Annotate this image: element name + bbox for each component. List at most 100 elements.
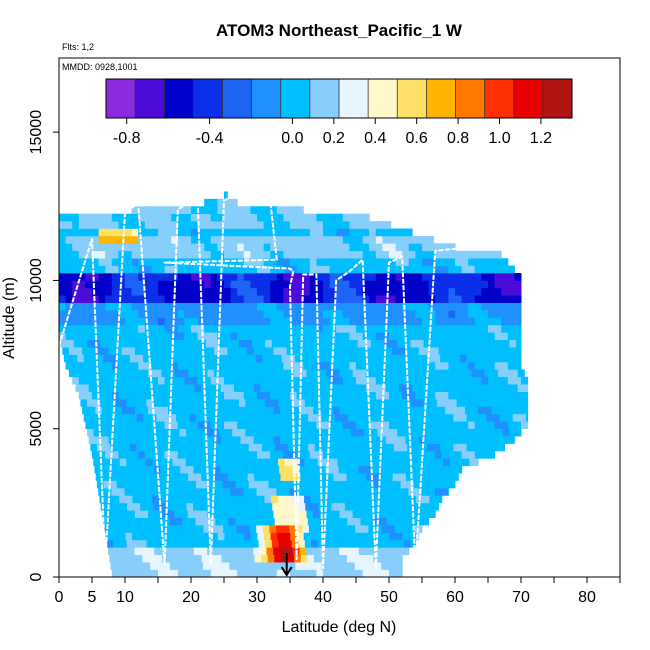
heatmap-cell [224, 310, 232, 318]
heatmap-cell [386, 554, 394, 563]
heatmap-cell [276, 243, 284, 252]
heatmap-cell [115, 347, 123, 355]
heatmap-cell [316, 243, 324, 252]
heatmap-cell [118, 317, 126, 326]
heatmap-cell [273, 384, 281, 392]
heatmap-cell [65, 235, 73, 244]
heatmap-cell [375, 310, 383, 318]
heatmap-cell [417, 502, 425, 511]
heatmap-cell [507, 280, 515, 289]
heatmap-cell [276, 250, 284, 259]
heatmap-cell [501, 265, 509, 274]
heatmap-cell [492, 354, 501, 363]
heatmap-cell [230, 228, 238, 237]
heatmap-cell [453, 443, 461, 452]
heatmap-cell [210, 243, 218, 252]
heatmap-cell [189, 443, 197, 452]
heatmap-cell [114, 465, 122, 474]
heatmap-cell [230, 221, 238, 229]
heatmap-cell [395, 310, 403, 318]
heatmap-cell [253, 369, 261, 378]
heatmap-cell [336, 295, 344, 303]
heatmap-cell [257, 258, 265, 266]
heatmap-cell [217, 221, 225, 229]
heatmap-cell [283, 391, 291, 400]
heatmap-cell [250, 332, 258, 341]
heatmap-cell [65, 250, 73, 259]
heatmap-cell [232, 502, 240, 511]
heatmap-cell [377, 502, 385, 511]
heatmap-cell [121, 384, 129, 392]
heatmap-cell [221, 554, 229, 563]
heatmap-cell [422, 250, 430, 259]
heatmap-cell [448, 391, 456, 400]
heatmap-cell [204, 273, 212, 281]
heatmap-cell [172, 428, 180, 437]
heatmap-cell [296, 287, 304, 296]
heatmap-cell [474, 265, 482, 274]
colorbar-swatch [542, 79, 573, 118]
heatmap-cell [402, 287, 410, 296]
heatmap-cell [77, 354, 85, 363]
heatmap-cell [372, 510, 380, 518]
heatmap-cell [242, 413, 250, 422]
heatmap-cell [117, 525, 125, 533]
heatmap-cell [366, 473, 374, 481]
heatmap-cell [301, 562, 310, 570]
heatmap-cell [126, 539, 134, 548]
heatmap-cell [374, 562, 382, 570]
heatmap-cell [100, 339, 108, 348]
heatmap-cell [266, 406, 274, 415]
heatmap-cell [227, 473, 235, 481]
heatmap-cell [204, 243, 212, 252]
heatmap-cell [390, 399, 398, 407]
heatmap-cell [243, 569, 251, 578]
heatmap-cell [324, 399, 332, 407]
heatmap-cell [146, 458, 154, 467]
heatmap-cell [85, 421, 93, 430]
heatmap-cell [468, 265, 476, 274]
heatmap-cell [232, 339, 240, 348]
heatmap-cell [217, 569, 225, 578]
heatmap-cell [250, 310, 258, 318]
heatmap-cell [278, 458, 286, 467]
heatmap-cell [431, 406, 439, 415]
heatmap-cell [356, 295, 364, 303]
heatmap-cell [448, 258, 456, 266]
heatmap-cell [118, 569, 126, 578]
heatmap-cell [278, 502, 286, 511]
heatmap-cell [402, 302, 410, 311]
heatmap-cell [201, 473, 209, 481]
heatmap-cell [270, 250, 278, 259]
heatmap-cell [98, 280, 106, 289]
heatmap-cell [316, 310, 324, 318]
heatmap-cell [393, 354, 402, 363]
heatmap-cell [191, 302, 199, 311]
heatmap-cell [117, 562, 125, 570]
heatmap-cell [468, 258, 476, 266]
heatmap-cell [151, 265, 159, 274]
heatmap-cell [401, 488, 409, 496]
heatmap-cell [441, 361, 449, 370]
heatmap-cell [111, 302, 119, 311]
heatmap-cell [223, 488, 231, 496]
heatmap-cell [141, 406, 149, 415]
heatmap-cell [468, 287, 476, 296]
heatmap-cell [250, 450, 258, 459]
heatmap-cell [287, 473, 295, 481]
heatmap-cell [403, 495, 411, 504]
heatmap-cell [177, 213, 185, 222]
heatmap-cell [420, 354, 428, 363]
heatmap-cell [309, 295, 317, 303]
heatmap-cell [418, 384, 426, 392]
heatmap-cell [276, 310, 284, 318]
heatmap-cell [299, 436, 307, 444]
heatmap-cell [184, 310, 192, 318]
colorbar-tick-label: 0.6 [406, 130, 428, 147]
heatmap-cell [158, 243, 166, 252]
heatmap-cell [473, 443, 481, 452]
heatmap-cell [252, 428, 260, 437]
heatmap-cell [461, 273, 469, 281]
heatmap-cell [408, 391, 416, 400]
heatmap-cell [231, 495, 239, 504]
